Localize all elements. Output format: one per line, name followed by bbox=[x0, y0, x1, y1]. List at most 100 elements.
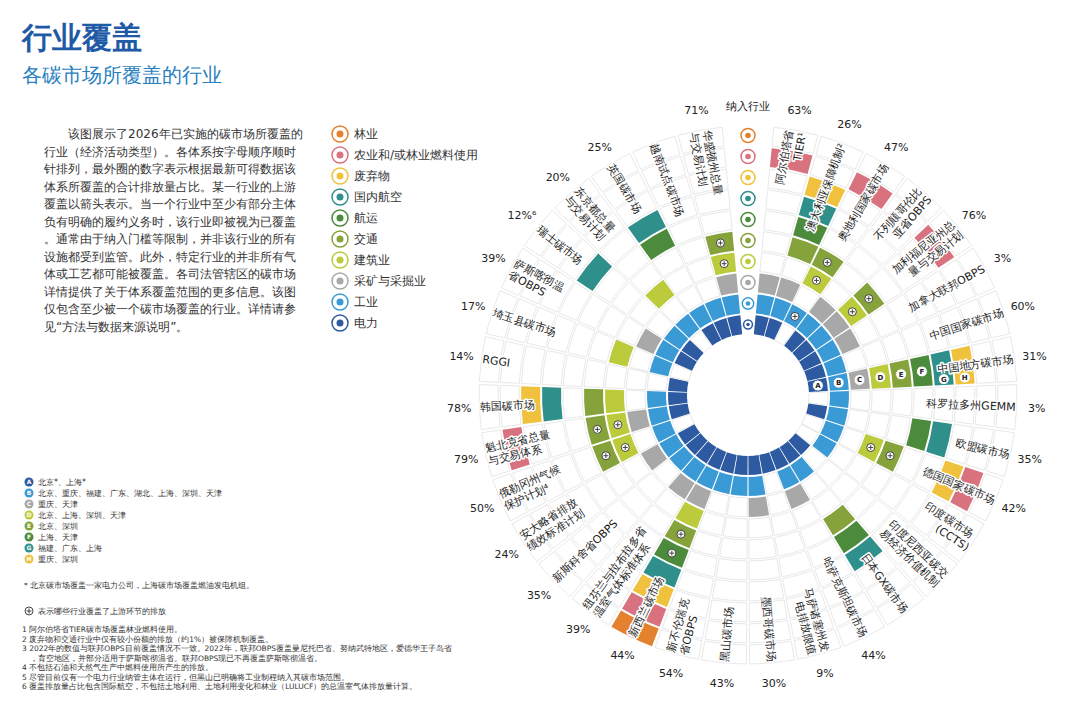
percent-label: 35% bbox=[1018, 453, 1042, 466]
percent-label: 76% bbox=[962, 209, 986, 222]
letter-legend-text: 福建、广东、上海 bbox=[38, 544, 102, 553]
upstream-marker-part bbox=[848, 308, 856, 316]
market-name: RGGI bbox=[482, 353, 511, 370]
market-name-line: 温室气体标准体系 bbox=[591, 541, 653, 620]
market-name: 英国碳市场 bbox=[605, 162, 644, 216]
sector-cell bbox=[606, 412, 629, 438]
letter-legend-text: 重庆、天津 bbox=[38, 500, 78, 509]
sector-icon bbox=[741, 150, 755, 164]
percent-label: 39% bbox=[566, 623, 590, 636]
letter-legend-badge bbox=[25, 555, 34, 564]
market-name-line: 韩国碳市场 bbox=[480, 398, 536, 413]
header-label: 纳入行业 bbox=[726, 100, 770, 113]
empty-cell bbox=[760, 253, 785, 276]
sector-cell bbox=[668, 392, 688, 405]
market-name: 中国地方碳市场 bbox=[936, 353, 1014, 376]
sector-cell bbox=[711, 253, 736, 276]
footnote-line: 3 2022年的数值与联邦OBPS目前覆盖情况不一致。2022年，联邦OBPS覆… bbox=[22, 644, 452, 653]
market-name: 东京都总量与交易计划 bbox=[562, 185, 618, 244]
empty-cell bbox=[521, 346, 545, 385]
empty-cell bbox=[766, 190, 802, 215]
market-names: 阿尔伯塔省TIER¹澳大利亚保障机制²奥地利国家碳市场不列颠哥伦比亚省OBPS加… bbox=[480, 129, 1016, 662]
percent-label: 42% bbox=[1002, 502, 1026, 515]
letter-legend-badge bbox=[25, 478, 34, 487]
market-name: 安大略省排放绩效标准计划 bbox=[517, 496, 586, 554]
sector-cell bbox=[627, 409, 650, 432]
letter-legend-letter: F bbox=[27, 533, 31, 540]
letter-badge bbox=[833, 377, 844, 388]
upstream-marker-part bbox=[677, 530, 685, 538]
letter-legend-text: 北京、上海、深圳、天津 bbox=[38, 511, 126, 520]
empty-cell bbox=[542, 350, 565, 385]
letter-legend-letter: D bbox=[27, 511, 32, 518]
empty-cell bbox=[866, 412, 889, 438]
upstream-marker bbox=[823, 258, 831, 266]
upstream-marker bbox=[865, 295, 873, 303]
upstream-marker-part bbox=[593, 425, 601, 433]
market-name: 德国国家碳市场 bbox=[921, 464, 997, 506]
percent-label: 60% bbox=[1011, 300, 1035, 313]
sector-cell bbox=[829, 391, 849, 408]
sector-cell bbox=[586, 415, 610, 444]
empty-cell bbox=[892, 389, 912, 416]
letter-legend-badge bbox=[25, 544, 34, 553]
sector-icon-dot bbox=[745, 217, 751, 223]
letter-badge bbox=[916, 366, 927, 377]
upstream-marker bbox=[886, 452, 894, 460]
letter-legend-badge bbox=[25, 489, 34, 498]
sector-icon-dot bbox=[745, 133, 751, 139]
legend-item: 电力 bbox=[332, 315, 378, 331]
letter-label: A bbox=[815, 382, 821, 390]
legend-icon bbox=[332, 315, 348, 331]
legend-icon-dot bbox=[337, 131, 344, 138]
legend-icon-dot bbox=[337, 236, 344, 243]
sector-icon bbox=[741, 213, 755, 227]
sector-icon-dot bbox=[745, 175, 751, 181]
letter-legend-badge bbox=[25, 522, 34, 531]
upstream-marker-part bbox=[623, 445, 628, 450]
market-name: 俄勒冈州气候保护计划⁴ bbox=[497, 463, 568, 513]
empty-cell bbox=[699, 511, 726, 535]
legend-icon bbox=[332, 126, 348, 142]
upstream-marker-part bbox=[865, 295, 873, 303]
sector-icon bbox=[741, 192, 755, 206]
sector-cell bbox=[705, 232, 734, 255]
letter-legend-badge bbox=[25, 511, 34, 520]
upstream-marker-part bbox=[603, 453, 608, 458]
legend-icon-dot bbox=[337, 194, 344, 201]
description-line: 。通常由于纳入门槛等限制，并非该行业的所有 bbox=[44, 232, 296, 246]
percent-labels: 63%26%47%76%3%60%31%3%35%42%44%9%30%43%5… bbox=[447, 104, 1047, 689]
sector-icon bbox=[741, 234, 755, 248]
description-line: 行业（经济活动类型）。各体系按字母顺序顺时 bbox=[44, 145, 296, 159]
market-name-line: 省OBPS bbox=[677, 614, 700, 657]
legend-item: 国内航空 bbox=[332, 189, 402, 205]
market-name-line: 与交易计划 bbox=[562, 193, 608, 243]
sector-icon bbox=[742, 298, 753, 309]
legend-icon bbox=[332, 231, 348, 247]
sector-icon bbox=[741, 171, 755, 185]
upstream-marker-part bbox=[718, 240, 723, 245]
empty-cell bbox=[716, 559, 747, 580]
legend-label: 采矿与采掘业 bbox=[354, 274, 426, 288]
legend-label: 国内航空 bbox=[354, 190, 402, 204]
letter-legend-text: 重庆、深圳 bbox=[38, 555, 78, 564]
letter-label: F bbox=[920, 368, 925, 376]
market-name-line: 绩效标准计划 bbox=[525, 507, 587, 554]
letter-legend-text: 北京、重庆、福建、广东、湖北、上海、深圳、天津 bbox=[38, 489, 222, 498]
description: 该图展示了2026年已实施的碳市场所覆盖的行业（经济活动类型）。各体系按字母顺序… bbox=[43, 127, 303, 334]
empty-cell bbox=[647, 373, 668, 391]
empty-cell bbox=[808, 392, 828, 405]
upstream-marker-part bbox=[823, 258, 831, 266]
market-name: 新西兰碳市场 bbox=[626, 574, 666, 639]
letter-badge bbox=[854, 374, 865, 385]
percent-label: 12%⁶ bbox=[508, 209, 537, 222]
upstream-marker-part bbox=[669, 551, 674, 556]
empty-cell bbox=[626, 390, 646, 410]
percent-label: 25% bbox=[588, 141, 612, 154]
letter-legend: A北京*、上海*B北京、重庆、福建、广东、湖北、上海、深圳、天津C重庆、天津D北… bbox=[25, 478, 223, 564]
upstream-marker bbox=[720, 260, 728, 268]
sector-icon bbox=[741, 276, 755, 290]
market-name: 墨西哥碳市场 bbox=[759, 596, 778, 663]
market-name-line: (CCTS) bbox=[933, 522, 972, 554]
percent-label: 50% bbox=[470, 502, 494, 515]
